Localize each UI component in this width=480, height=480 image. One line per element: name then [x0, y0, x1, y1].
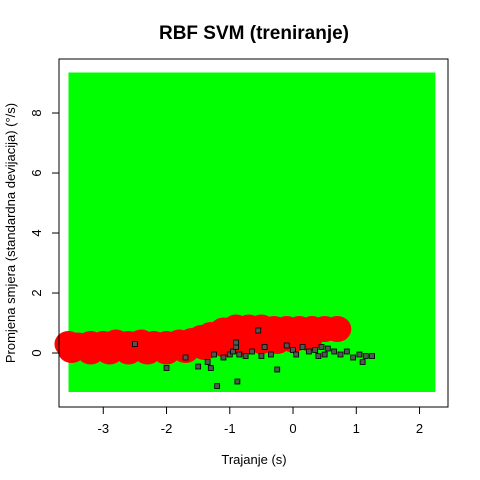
decision-region-blob [323, 316, 352, 342]
data-point [290, 347, 296, 353]
data-point [242, 353, 249, 359]
data-point [233, 339, 240, 346]
decision-region [54, 314, 352, 365]
x-axis-label: Trajanje (s) [221, 452, 286, 467]
data-point [182, 354, 189, 361]
data-point [283, 342, 290, 349]
y-tick-label: 4 [29, 229, 44, 236]
y-tick-label: 2 [29, 289, 44, 296]
x-tick-label: 2 [416, 421, 423, 436]
data-point [331, 348, 338, 355]
x-tick-label: -3 [97, 421, 109, 436]
data-point [350, 354, 357, 361]
x-axis: -3 -2 -1 0 1 2 [97, 406, 423, 436]
data-point [312, 347, 319, 353]
data-point [234, 378, 241, 385]
data-point [255, 327, 262, 334]
data-point [207, 365, 214, 371]
data-point [293, 351, 300, 358]
data-point [214, 383, 221, 389]
data-point [299, 344, 306, 350]
x-tick-label: 0 [289, 421, 296, 436]
x-tick-label: -2 [161, 421, 173, 436]
data-point [230, 348, 236, 355]
data-point [204, 359, 211, 365]
plot-area [54, 72, 436, 392]
data-point [236, 351, 243, 358]
data-point [362, 353, 369, 359]
y-axis: 0 2 4 6 8 [29, 109, 60, 357]
data-point [318, 344, 325, 350]
data-point [258, 353, 265, 359]
data-point [132, 341, 138, 347]
y-tick-label: 6 [29, 169, 44, 176]
chart-title: RBF SVM (treniranje) [159, 23, 349, 44]
data-point [359, 359, 366, 365]
data-point [267, 351, 274, 358]
data-point [226, 351, 233, 358]
data-point [195, 363, 202, 370]
data-point [249, 348, 255, 355]
y-axis-label: Promjena smjera (standardna devijacija) … [3, 103, 18, 363]
y-tick-label: 8 [29, 109, 44, 116]
data-points [132, 327, 375, 389]
data-point [369, 353, 375, 359]
x-tick-label: -1 [224, 421, 236, 436]
data-point [321, 351, 328, 358]
data-point [274, 366, 281, 373]
data-point [324, 345, 331, 352]
data-point [220, 354, 227, 361]
y-tick-label: 0 [29, 349, 44, 356]
data-point [343, 348, 350, 355]
data-point [211, 351, 217, 358]
data-point [305, 348, 312, 355]
data-point [356, 351, 363, 358]
data-point [163, 365, 170, 371]
data-point [261, 344, 268, 350]
data-point [337, 351, 344, 358]
data-point [315, 353, 322, 359]
x-tick-label: 1 [353, 421, 360, 436]
